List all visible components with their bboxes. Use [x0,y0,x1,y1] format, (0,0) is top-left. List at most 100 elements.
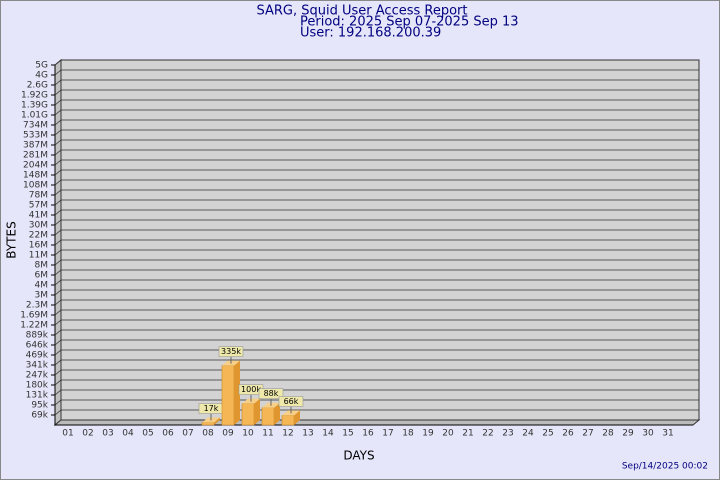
y-tick-label: 108M [23,181,48,191]
value-label: 66k [284,397,299,406]
x-tick-label: 06 [162,429,174,439]
grid-line [54,379,699,386]
y-tick-label: 3M [35,291,49,301]
grid-line [54,339,699,346]
x-tick-label: 02 [82,429,93,439]
grid-line [54,89,699,96]
x-tick-label: 14 [322,429,334,439]
y-tick-label: 6M [35,271,49,281]
bar-side [254,398,260,425]
y-tick-label: 204M [23,161,48,171]
x-tick-label: 24 [522,429,534,439]
grid-line [54,199,699,206]
x-tick-label: 08 [202,429,214,439]
grid-line [54,99,699,106]
label-box [258,388,284,399]
x-tick-label: 19 [422,429,434,439]
subtitle: User: 192.168.200.39 [300,26,441,41]
y-tick-label: 734M [23,121,48,131]
x-tick-label: 17 [382,429,393,439]
subtitle: Period: 2025 Sep 07-2025 Sep 13 [300,15,519,30]
y-tick-label: 4M [35,281,49,291]
bar [221,365,235,426]
x-tick-label: 10 [242,429,254,439]
grid-line [54,239,699,246]
bar [201,422,215,426]
grid-line [54,179,699,186]
y-tick-label: 22M [29,231,48,241]
x-tick-label: 12 [282,429,293,439]
x-tick-label: 11 [262,429,273,439]
plot-floor [53,419,701,426]
grid-line [54,359,699,366]
grid-line [54,209,699,216]
y-tick-label: 41M [29,211,48,221]
y-tick-label: 5G [35,61,48,71]
x-tick-label: 13 [302,429,313,439]
grid-line [54,309,699,316]
x-tick-label: 05 [142,429,153,439]
grid-line [54,189,699,196]
bar-side [234,360,240,425]
grid-line [54,349,699,356]
grid-line [54,69,699,76]
x-tick-label: 31 [662,429,673,439]
y-tick-label: 30M [29,221,48,231]
grid-line [54,369,699,376]
y-tick-label: 95k [31,401,48,411]
y-tick-label: 247k [26,371,49,381]
y-tick-label: 469k [26,351,49,361]
label-box [218,346,244,357]
grid-line [54,79,699,86]
y-tick-label: 1.39G [21,101,48,111]
grid-line [54,329,699,336]
x-tick-label: 07 [182,429,193,439]
x-tick-label: 16 [362,429,374,439]
chart-title: SARG, Squid User Access Report [257,4,468,19]
x-tick-label: 21 [462,429,473,439]
x-tick-label: 27 [582,429,593,439]
grid-line [54,259,699,266]
grid-line [54,389,699,396]
value-label: 335k [221,347,241,356]
bar [281,415,295,426]
y-tick-label: 1.22M [20,321,48,331]
grid-line [54,169,699,176]
y-tick-label: 889k [26,331,49,341]
y-tick-label: 2.3M [26,301,48,311]
x-tick-label: 28 [602,429,614,439]
x-tick-label: 26 [562,429,574,439]
x-tick-label: 23 [502,429,513,439]
y-tick-label: 148M [23,171,48,181]
y-tick-label: 4G [35,71,48,81]
y-tick-label: 2.6G [27,81,48,91]
bar-side [214,417,220,425]
x-tick-label: 03 [102,429,113,439]
grid-line [54,249,699,256]
x-tick-label: 01 [62,429,73,439]
grid-line [54,299,699,306]
x-tick-label: 29 [622,429,634,439]
y-tick-label: 57M [29,201,48,211]
y-tick-label: 69k [31,411,48,421]
y-tick-label: 341k [26,361,49,371]
y-tick-label: 1.01G [21,111,48,121]
y-axis-label: BYTES [5,221,19,258]
grid-line [54,219,699,226]
x-tick-label: 09 [222,429,234,439]
x-tick-label: 20 [442,429,454,439]
grid-line [54,269,699,276]
grid-line [54,139,699,146]
x-tick-label: 22 [482,429,493,439]
grid-line [54,149,699,156]
x-axis-label: DAYS [343,449,374,463]
y-tick-label: 533M [23,131,48,141]
bar [241,403,255,426]
y-tick-label: 1.92G [21,91,48,101]
grid-line [54,399,699,406]
x-tick-label: 25 [542,429,553,439]
grid-line [54,279,699,286]
value-label: 88k [264,389,279,398]
y-tick-label: 1.69M [20,311,48,321]
